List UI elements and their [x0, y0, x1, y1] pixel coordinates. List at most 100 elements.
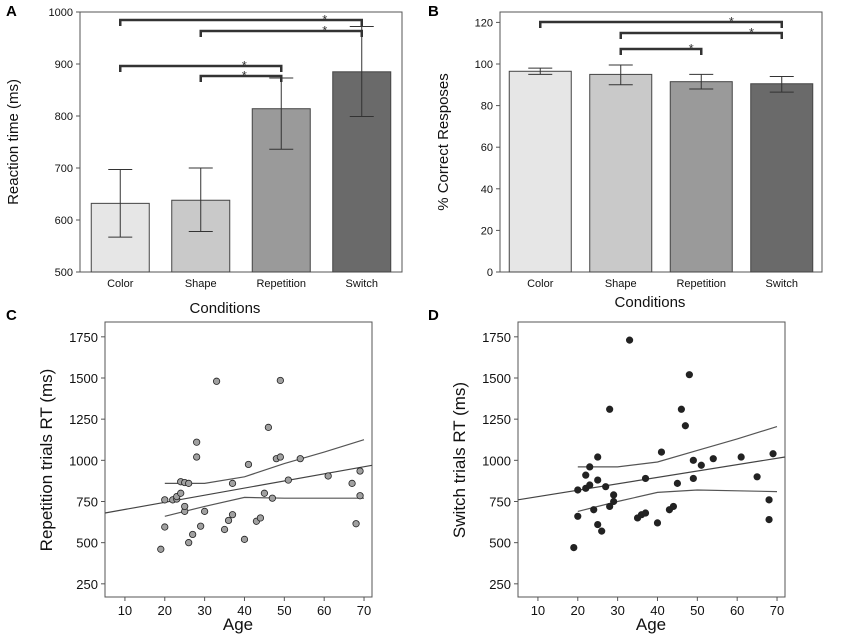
scatter-point	[348, 479, 356, 487]
x-tick-label-d: 70	[770, 603, 784, 618]
scatter-point	[256, 514, 265, 522]
scatter-point	[197, 522, 205, 530]
x-tick-label-c: 60	[317, 603, 331, 618]
scatter-point	[201, 507, 209, 515]
x-axis-label-d: Age	[636, 615, 666, 634]
x-tick-label-d: 10	[531, 603, 545, 618]
y-tick-label-c: 1000	[69, 453, 98, 468]
scatter-point	[284, 476, 292, 484]
scatter-point	[356, 492, 364, 500]
scatter-point	[193, 453, 201, 461]
ci-lower-curve	[164, 496, 364, 517]
scatter-point	[677, 405, 685, 413]
significance-star: *	[242, 58, 247, 73]
scatter-point	[590, 506, 598, 514]
y-tick-label-c: 750	[76, 494, 98, 509]
bar-shape	[589, 73, 653, 273]
y-tick-label-a: 500	[55, 267, 73, 279]
x-tick-label-d: 30	[610, 603, 624, 618]
y-tick-label-d: 1500	[482, 371, 511, 386]
y-tick-label-a: 800	[55, 111, 73, 123]
scatter-point	[769, 450, 777, 458]
scatter-point	[582, 471, 590, 479]
x-tick-label-d: 40	[650, 603, 664, 618]
panel-letter-a: A	[6, 3, 17, 20]
bar-repetition	[669, 81, 733, 273]
x-tick-label-color: Color	[107, 278, 134, 290]
significance-bracket	[199, 29, 363, 37]
x-axis-label-b: Conditions	[615, 294, 686, 311]
scatter-point	[689, 456, 697, 464]
scatter-point	[240, 535, 249, 543]
scatter-point	[244, 460, 253, 469]
y-axis-label-c: Repetition trials RT (ms)	[37, 369, 56, 552]
plot-frame-d	[517, 321, 786, 598]
panel-b-correct-responses-chart: B % Correct Resposes Conditions 0 20 40 60 8…	[428, 3, 823, 311]
scatter-point	[224, 516, 233, 525]
panel-d-switch-scatter: D Switch trials RT (ms) Age 250 500 750 100…	[428, 307, 786, 634]
significance-star: *	[689, 41, 694, 56]
scatter-point	[594, 476, 602, 484]
scatter-point	[641, 509, 650, 517]
scatter-point	[737, 453, 745, 461]
scatter-point	[709, 455, 717, 463]
scatter-point	[594, 453, 602, 461]
x-axis-label-a: Conditions	[190, 300, 261, 317]
scatter-point	[185, 539, 193, 547]
x-tick-label-switch: Switch	[766, 278, 798, 290]
x-axis-label-c: Age	[223, 615, 253, 634]
scatter-point	[602, 483, 610, 491]
scatter-point	[689, 474, 697, 483]
scatter-point	[657, 448, 666, 456]
significance-bracket	[199, 74, 283, 82]
scatter-point	[625, 336, 634, 344]
y-tick-label-b: 100	[475, 59, 493, 71]
significance-bracket	[619, 47, 703, 55]
y-tick-label-d: 1750	[482, 330, 511, 345]
scatter-point	[765, 496, 773, 504]
scatter-point	[161, 523, 169, 531]
panel-letter-d: D	[428, 307, 439, 324]
y-tick-label-a: 900	[55, 59, 73, 71]
significance-star: *	[322, 12, 327, 27]
significance-star: *	[729, 14, 734, 29]
y-tick-label-d: 500	[489, 536, 511, 551]
y-tick-label-c: 1500	[69, 371, 98, 386]
scatter-point	[185, 479, 193, 487]
y-tick-label-b: 60	[481, 142, 493, 154]
regression-line	[517, 456, 786, 501]
scatter-point	[324, 472, 332, 480]
ci-upper-curve	[164, 439, 365, 484]
scatter-point	[641, 474, 650, 483]
scatter-point	[753, 473, 761, 481]
significance-star: *	[242, 68, 247, 83]
plot-frame-b	[499, 11, 823, 273]
scatter-point	[606, 502, 614, 511]
y-tick-label-d: 250	[489, 577, 511, 592]
y-tick-label-d: 1000	[482, 453, 511, 468]
scatter-point	[352, 520, 360, 528]
x-tick-label-d: 50	[690, 603, 704, 618]
panel-a-reaction-time-chart: A Reaction time (ms) Conditions 500 600 70…	[5, 3, 403, 317]
plot-frame-a	[79, 11, 403, 273]
plot-frame-c	[104, 321, 373, 598]
scatter-point	[610, 491, 618, 499]
scatter-point	[220, 525, 229, 534]
x-tick-label-switch: Switch	[346, 278, 378, 290]
y-tick-label-a: 700	[55, 163, 73, 175]
y-tick-label-b: 40	[481, 184, 493, 196]
scatter-point	[276, 376, 284, 385]
x-tick-label-c: 70	[357, 603, 371, 618]
bar-color	[508, 70, 572, 273]
scatter-point	[570, 543, 578, 552]
y-tick-label-c: 1750	[69, 330, 98, 345]
scatter-point	[610, 497, 618, 506]
y-axis-label-b: % Correct Resposes	[435, 73, 452, 211]
x-tick-label-c: 20	[158, 603, 172, 618]
bar-switch	[750, 83, 814, 273]
significance-star: *	[322, 23, 327, 38]
scatter-point	[296, 455, 304, 463]
scatter-point	[268, 494, 276, 502]
scatter-point	[586, 463, 594, 471]
